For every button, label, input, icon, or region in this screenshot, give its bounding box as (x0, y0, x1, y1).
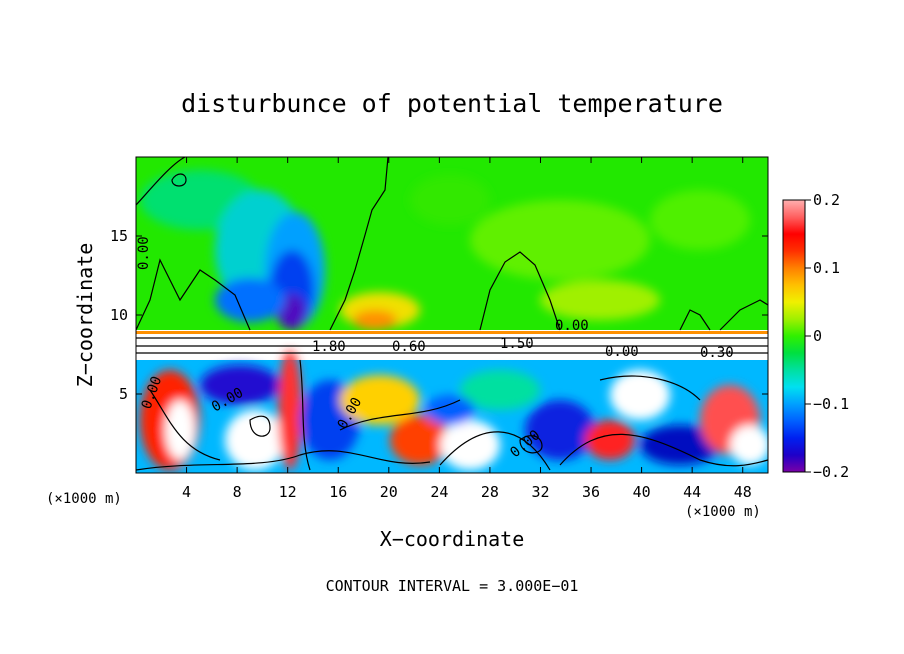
contour-label: 0.00 (555, 318, 589, 334)
heatmap-field: 0.00 0.00 0.00 0.00 0.00 0.00 0.00 0.60 … (136, 157, 768, 473)
x-tick-label: 44 (683, 483, 701, 501)
x-tick-label: 16 (329, 483, 347, 501)
x-tick-label: 4 (182, 483, 191, 501)
colorbar-ramp (782, 199, 806, 473)
inversion-band (136, 330, 768, 360)
colorbar-tick-label: 0.1 (813, 259, 840, 277)
contour-label: 0.00 (605, 344, 639, 360)
colorbar-tick-label: 0 (813, 327, 822, 345)
colorbar: 0.2 0.1 0 −0.1 −0.2 (782, 191, 849, 481)
x-tick-label: 40 (633, 483, 651, 501)
x-tick-label: 32 (531, 483, 549, 501)
x-tick-label: 48 (734, 483, 752, 501)
contour-label: 1.50 (500, 336, 534, 352)
upper-features (140, 170, 750, 330)
contour-label: 0.30 (700, 345, 734, 361)
contour-lines (136, 157, 768, 471)
chart-title: disturbunce of potential temperature (181, 89, 723, 118)
x-tick-label: 28 (481, 483, 499, 501)
x-unit-left: (×1000 m) (46, 491, 122, 507)
y-axis-label: Z−coordinate (73, 243, 97, 388)
x-tick-label: 20 (380, 483, 398, 501)
contour-label: 0.60 (392, 339, 426, 355)
x-tick-label: 24 (430, 483, 448, 501)
y-tick-label: 5 (119, 385, 128, 403)
x-axis: 4 8 12 16 20 24 28 32 36 40 44 48 (182, 157, 752, 501)
contour-label: 1.80 (312, 339, 346, 355)
y-tick-label: 15 (110, 227, 128, 245)
colorbar-ticks: 0.2 0.1 0 −0.1 −0.2 (805, 191, 849, 481)
x-axis-label: X−coordinate (380, 527, 525, 551)
inversion-edge (136, 331, 768, 334)
contour-label: 0.00 (136, 236, 152, 270)
colorbar-tick-label: 0.2 (813, 191, 840, 209)
colorbar-tick-label: −0.2 (813, 463, 849, 481)
x-tick-label: 36 (582, 483, 600, 501)
lower-features (140, 350, 768, 470)
y-tick-label: 10 (110, 306, 128, 324)
x-tick-label: 8 (233, 483, 242, 501)
contour-interval-note: CONTOUR INTERVAL = 3.000E−01 (326, 577, 579, 595)
colorbar-tick-label: −0.1 (813, 395, 849, 413)
y-axis: 5 10 15 (110, 227, 768, 403)
x-tick-label: 12 (279, 483, 297, 501)
x-unit-right: (×1000 m) (685, 504, 761, 520)
